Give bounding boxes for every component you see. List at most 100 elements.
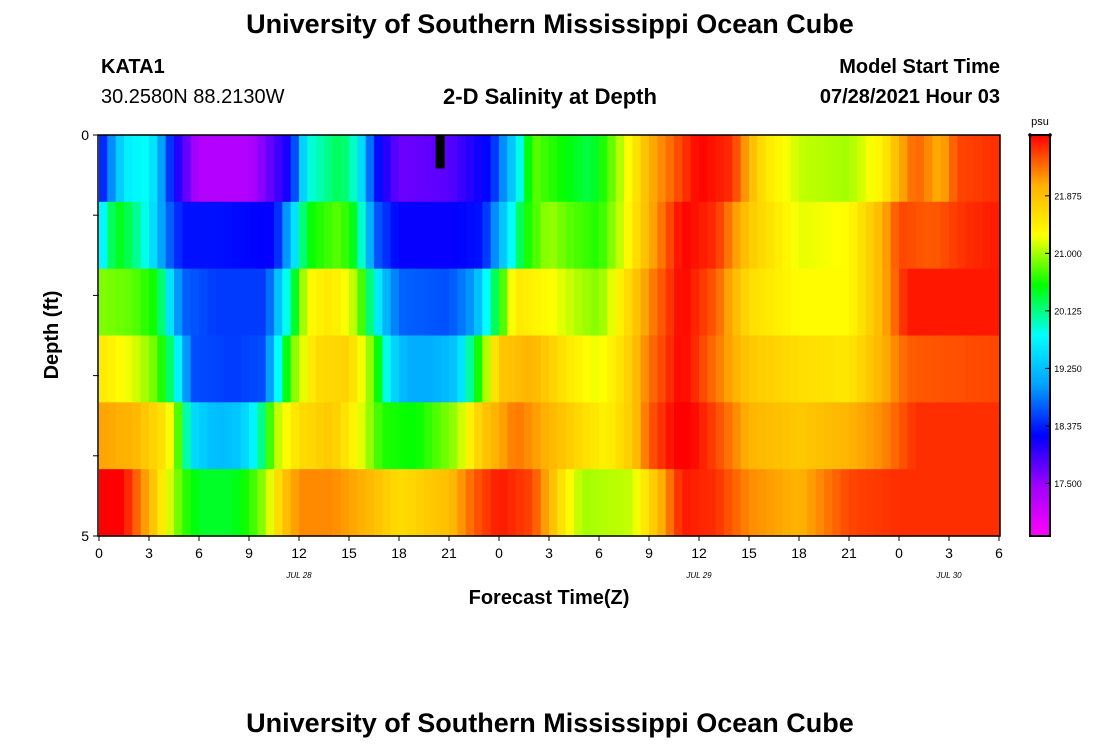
heatmap-cell <box>715 335 725 403</box>
heatmap-cell <box>399 402 408 470</box>
heatmap-cell <box>274 469 283 537</box>
heatmap-cell <box>457 335 467 403</box>
heatmap-cell <box>315 201 325 270</box>
heatmap-cell <box>574 402 583 470</box>
heatmap-cell <box>407 469 417 537</box>
heatmap-cell <box>407 201 417 270</box>
heatmap-cell <box>507 335 517 403</box>
heatmap-cell <box>357 335 367 403</box>
heatmap-cell <box>149 268 158 337</box>
heatmap-cell <box>140 268 150 337</box>
colorbar: 17.500 18.375 19.250 20.125 21.000 21.875 <box>1028 133 1082 537</box>
heatmap-cell <box>349 268 358 337</box>
heatmap-cell <box>949 201 958 270</box>
colorbar-units: psu <box>1031 116 1049 128</box>
x-tick-label: 12 <box>691 545 707 561</box>
heatmap-cell <box>982 135 992 203</box>
heatmap-cell <box>882 135 892 203</box>
heatmap-cell <box>340 201 350 270</box>
heatmap-cell <box>690 469 700 537</box>
heatmap-cell <box>407 402 417 470</box>
top-title: University of Southern Mississippi Ocean… <box>246 9 854 39</box>
heatmap-cell <box>357 402 367 470</box>
heatmap-cell <box>199 402 208 470</box>
heatmap-cell <box>940 335 950 403</box>
heatmap-cell <box>674 469 683 537</box>
heatmap-cell <box>932 268 942 337</box>
heatmap-cell <box>357 201 367 270</box>
heatmap-cell <box>490 335 500 403</box>
heatmap-cell <box>565 335 575 403</box>
heatmap-cell <box>807 402 817 470</box>
heatmap-cell <box>990 335 1000 403</box>
heatmap-cell <box>649 469 658 537</box>
heatmap-cell <box>390 335 400 403</box>
heatmap-cell <box>690 135 700 203</box>
heatmap-cell <box>182 201 192 270</box>
y-tick-label: 0 <box>81 127 89 143</box>
heatmap-cell <box>374 135 383 203</box>
heatmap-cell <box>649 135 658 203</box>
heatmap-cell <box>474 469 483 537</box>
heatmap-cell <box>415 268 425 337</box>
heatmap-cell <box>974 268 983 337</box>
heatmap-cell <box>724 335 733 403</box>
heatmap-cell <box>390 402 400 470</box>
x-tick-label: 21 <box>441 545 457 561</box>
heatmap-cell <box>849 268 858 337</box>
heatmap-cell <box>174 402 183 470</box>
heatmap-cell <box>249 135 258 203</box>
heatmap-cell <box>424 201 433 270</box>
heatmap-cell <box>699 201 708 270</box>
heatmap-cell <box>474 201 483 270</box>
heatmap-cell <box>715 268 725 337</box>
heatmap-cell <box>315 135 325 203</box>
chart-subtitle: 2-D Salinity at Depth <box>443 84 657 109</box>
x-tick-label: 0 <box>895 545 903 561</box>
heatmap-cell <box>249 335 258 403</box>
heatmap-cell <box>957 135 967 203</box>
heatmap-cell <box>640 469 650 537</box>
heatmap-cell <box>790 268 800 337</box>
heatmap-cell <box>482 469 492 537</box>
heatmap-cell <box>707 135 717 203</box>
heatmap-cell <box>324 201 333 270</box>
heatmap-cell <box>857 201 867 270</box>
heatmap-cell <box>699 135 708 203</box>
heatmap-cell <box>99 201 108 270</box>
heatmap-cell <box>957 268 967 337</box>
heatmap-cell <box>232 469 242 537</box>
heatmap-cell <box>515 201 525 270</box>
heatmap-cell <box>757 402 767 470</box>
heatmap-cell <box>715 201 725 270</box>
heatmap-cell <box>907 402 917 470</box>
heatmap-cell <box>774 268 783 337</box>
heatmap-cell <box>265 335 275 403</box>
heatmap-cell <box>857 469 867 537</box>
heatmap-cell <box>449 402 458 470</box>
heatmap-cell <box>815 201 825 270</box>
heatmap-cell <box>490 469 500 537</box>
heatmap-cell <box>949 268 958 337</box>
heatmap-cell <box>557 135 567 203</box>
heatmap-cell <box>840 201 850 270</box>
heatmap-cell <box>699 335 708 403</box>
heatmap-cell <box>990 469 1000 537</box>
heatmap-cell <box>982 335 992 403</box>
heatmap-cell <box>599 335 608 403</box>
heatmap-cell <box>282 201 292 270</box>
heatmap-cell <box>665 201 675 270</box>
missing-data-marker <box>435 135 445 169</box>
heatmap-cell <box>790 135 800 203</box>
heatmap-cell <box>899 135 908 203</box>
heatmap-cell <box>140 201 150 270</box>
heatmap-cell <box>690 335 700 403</box>
heatmap-cell <box>965 469 975 537</box>
heatmap-cell <box>574 135 583 203</box>
heatmap-cell <box>874 335 883 403</box>
heatmap-cell <box>815 469 825 537</box>
heatmap-cell <box>649 402 658 470</box>
heatmap-cell <box>140 469 150 537</box>
heatmap-cell <box>290 135 300 203</box>
heatmap-cell <box>765 135 775 203</box>
